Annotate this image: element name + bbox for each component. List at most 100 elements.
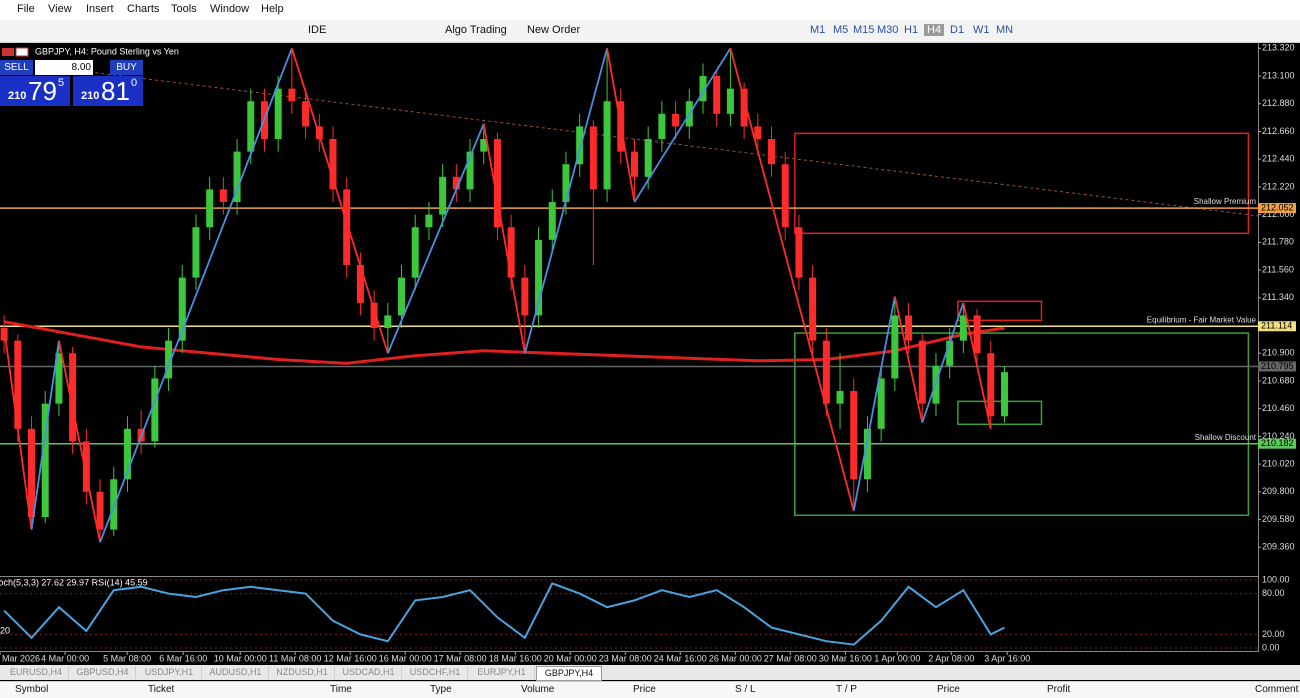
menu-item[interactable]: Help [261,3,284,15]
candle-body [918,340,926,404]
candle-body [96,491,104,530]
candle-body [781,164,789,228]
y-tick-label: 211.560 [1262,264,1294,274]
x-tick-label: 12 Mar 16:00 [324,653,377,663]
x-tick-label: 18 Mar 16:00 [489,653,542,663]
y-tick-label: 212.220 [1262,181,1295,191]
zigzag-segment [291,48,389,354]
zigzag-segment [523,48,608,354]
candle-body [466,151,474,190]
candle-body [726,88,734,114]
candle-body [672,113,680,127]
candle-body [822,340,830,404]
x-tick-label: 4 Mar 00:00 [41,653,89,663]
timeframe-button[interactable]: M5 [833,24,849,36]
chart-tab[interactable]: AUDUSD,H1 [204,666,269,679]
column-header[interactable]: S / L [735,684,756,695]
level-name: Equilibrium - Fair Market Value [1147,315,1257,324]
sell-button[interactable]: SELL [0,60,33,75]
column-header[interactable]: Profit [1047,684,1071,695]
menu-item[interactable]: Insert [86,3,114,15]
column-header[interactable]: Symbol [15,684,49,695]
zigzag-segment [482,123,526,354]
zigzag-segment [386,123,485,354]
candle-body [562,164,570,203]
timeframe-button[interactable]: M30 [877,24,899,36]
zigzag-segment [962,302,992,430]
y-tick-label: 213.320 [1262,43,1295,53]
timeframe-button[interactable]: MN [996,24,1014,36]
menu-item[interactable]: Charts [127,3,160,15]
candle-body [863,428,871,480]
column-header[interactable]: Price [937,684,960,695]
toolbar-button[interactable]: Algo Trading [445,24,507,36]
buy-button[interactable]: BUY [110,60,143,75]
zigzag-segment [921,302,965,423]
candle-body [247,101,255,152]
candle-body [41,403,49,518]
chart-tab[interactable]: USDCHF,H1 [403,666,468,679]
chart-tab[interactable]: EURUSD,H4 [4,666,69,679]
candle-body [713,76,721,114]
x-tick-label: 2 Apr 08:00 [928,653,974,663]
menu-item[interactable]: View [48,3,72,15]
column-header[interactable]: Ticket [148,684,175,695]
timeframe-button[interactable]: W1 [973,24,990,36]
candle-body [603,101,611,190]
y-tick-label: 211.340 [1262,292,1294,302]
timeframe-button[interactable]: D1 [950,24,965,36]
level-price-label: 210.795 [1261,361,1294,371]
candle-body [14,340,22,429]
y-tick-label: 209.360 [1262,542,1295,552]
y-tick-label: 209.580 [1262,514,1295,524]
chart-tab[interactable]: USDCAD,H1 [337,666,402,679]
lot-input[interactable]: 8.00 [35,60,93,75]
column-header[interactable]: Volume [521,684,555,695]
candle-body [548,202,556,240]
indicator-tick-label: 80.00 [1262,588,1285,598]
candle-body [370,302,378,329]
ask-price[interactable]: 210 81 0 [73,76,143,106]
column-header[interactable]: Time [330,684,352,695]
x-tick-label: 23 Mar 08:00 [599,653,652,663]
indicator-tick-label: 0.00 [1262,642,1280,652]
zone-box [794,132,1250,235]
column-header[interactable]: Price [633,684,656,695]
chart-tab[interactable]: GBPJPY,H4 [536,666,602,681]
toolbar-button[interactable]: IDE [308,24,327,36]
menu-item[interactable]: Window [210,3,250,15]
bid-small: 5 [58,77,65,89]
menu-item[interactable]: File [17,3,35,15]
y-tick-label: 211.780 [1262,237,1294,247]
bid-price[interactable]: 210 79 5 [0,76,70,106]
timeframe-button[interactable]: M1 [810,24,826,36]
candle-body [165,340,173,379]
timeframe-button[interactable]: H1 [904,24,919,36]
chart-tab[interactable]: USDJPY,H1 [137,666,202,679]
chart-tab[interactable]: NZDUSD,H1 [270,666,335,679]
candle-body [384,315,392,329]
candle-body [411,227,419,278]
zone-box [794,332,1250,517]
indicator-left-label: 20 [0,625,10,635]
candle-body [699,76,707,102]
x-tick-label: 16 Mar 00:00 [379,653,432,663]
candle-body [151,378,159,442]
x-tick-label: 1 Apr 00:00 [874,653,920,663]
candle-body [123,428,131,480]
candle-body [192,227,200,278]
timeframe-button[interactable]: H4 [924,24,945,36]
column-header[interactable]: Comment [1255,684,1299,695]
candle-body [1000,372,1008,417]
candle-body [493,139,501,228]
timeframe-button[interactable]: M15 [853,24,875,36]
column-header[interactable]: T / P [836,684,857,695]
menu-item[interactable]: Tools [171,3,197,15]
x-tick-label: 3 Apr 16:00 [984,653,1030,663]
column-header[interactable]: Type [430,684,452,695]
chart-tab[interactable]: GBPUSD,H4 [71,666,136,679]
toolbar-button[interactable]: New Order [527,24,581,36]
menu-bar: File View Insert Charts Tools Window Help [0,0,1300,20]
chart-tab[interactable]: EURJPY,H1 [470,666,535,679]
